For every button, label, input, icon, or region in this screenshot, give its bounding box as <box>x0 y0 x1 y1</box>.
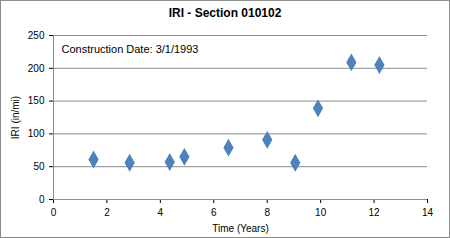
svg-text:8: 8 <box>264 207 270 218</box>
html-text:IRI - Section 010102: IRI - Section 010102 <box>168 6 282 20</box>
svg-text:100: 100 <box>28 128 45 139</box>
svg-text:Construction Date: 3/1/1993: Construction Date: 3/1/1993 <box>62 43 199 55</box>
svg-text:Time (Years): Time (Years) <box>212 223 269 234</box>
svg-text:150: 150 <box>28 95 45 106</box>
svg-text:4: 4 <box>158 207 164 218</box>
svg-text:250: 250 <box>28 30 45 41</box>
svg-text:12: 12 <box>369 207 381 218</box>
svg-text:6: 6 <box>211 207 217 218</box>
svg-text:IRI (in/mi): IRI (in/mi) <box>10 96 21 139</box>
svg-text:14: 14 <box>422 207 434 218</box>
svg-text:200: 200 <box>28 63 45 74</box>
svg-text:2: 2 <box>104 207 110 218</box>
svg-text:50: 50 <box>33 161 45 172</box>
svg-text:0: 0 <box>39 194 45 205</box>
svg-text:10: 10 <box>315 207 327 218</box>
svg-text:0: 0 <box>51 207 57 218</box>
